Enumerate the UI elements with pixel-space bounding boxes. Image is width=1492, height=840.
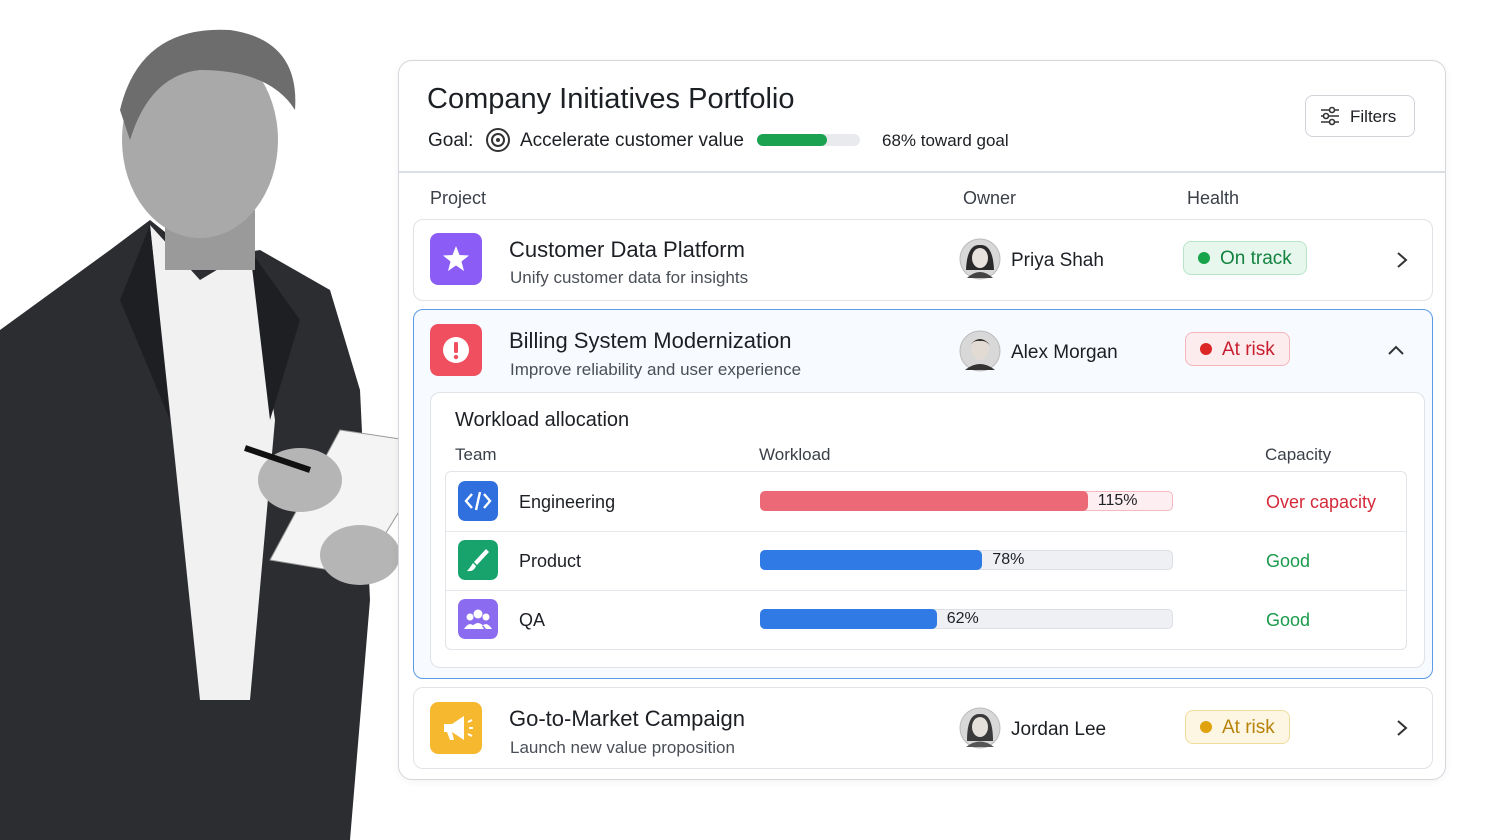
workload-label: 78% — [992, 551, 1025, 568]
team-icon — [458, 599, 498, 639]
workload-label: 115% — [1097, 492, 1138, 509]
chevron-right[interactable] — [1394, 718, 1410, 738]
chevron-up[interactable] — [1386, 342, 1406, 358]
divider — [399, 171, 1445, 173]
owner-name: Jordan Lee — [1011, 719, 1107, 740]
workload-bar — [760, 550, 983, 570]
capacity-status: Good — [1266, 551, 1311, 571]
project-icon — [430, 702, 482, 754]
avatar — [959, 238, 1001, 280]
workload-column-header: Capacity — [1265, 445, 1332, 464]
project-description: Unify customer data for insights — [510, 268, 749, 287]
column-header: Owner — [963, 188, 1017, 208]
workload-label: 62% — [946, 610, 979, 627]
workload-panel: Workload allocation Team Workload Capaci… — [430, 392, 1425, 668]
goal-progress-track — [757, 134, 860, 146]
workload-row: Product 78% Good — [446, 531, 1406, 591]
project-row[interactable]: Customer Data Platform Unify customer da… — [413, 219, 1433, 301]
filters-label: Filters — [1350, 106, 1397, 126]
workload-track — [760, 609, 1173, 629]
health-label: At risk — [1222, 338, 1275, 360]
project-row[interactable]: Go-to-Market Campaign Launch new value p… — [413, 687, 1433, 769]
goal-label: Goal: — [428, 130, 474, 151]
avatar — [959, 707, 1001, 749]
filters-button[interactable]: Filters — [1305, 95, 1415, 137]
goal-icon — [486, 128, 510, 152]
health-label: On track — [1220, 247, 1292, 269]
project-row-expanded[interactable]: Billing System Modernization Improve rel… — [413, 309, 1433, 679]
workload-track — [760, 491, 1173, 511]
capacity-status: Over capacity — [1266, 492, 1377, 512]
workload-bar — [760, 609, 937, 629]
workload-bar — [760, 491, 1088, 511]
health-label: At risk — [1222, 716, 1275, 738]
owner-name: Priya Shah — [1011, 250, 1104, 271]
workload-column-header: Workload — [759, 445, 831, 464]
workload-row: QA 62% Good — [446, 590, 1406, 649]
project-description: Launch new value proposition — [510, 738, 735, 757]
goal-progress-label: 68% toward goal — [882, 131, 1009, 150]
team-name: Engineering — [519, 492, 616, 512]
project-icon — [430, 324, 482, 376]
column-header: Health — [1187, 188, 1240, 208]
chevron-right[interactable] — [1394, 250, 1410, 270]
owner-name: Alex Morgan — [1011, 342, 1118, 363]
workload-track — [760, 550, 1173, 570]
health-badge: At risk — [1185, 710, 1290, 744]
workload-row: Engineering 115% Over capacity — [446, 472, 1406, 532]
portfolio-card: Company Initiatives Portfolio Goal: Acce… — [398, 60, 1446, 780]
workload-column-header: Team — [455, 445, 497, 464]
health-badge: On track — [1183, 241, 1307, 275]
filters-icon — [1321, 106, 1339, 126]
project-description: Improve reliability and user experience — [510, 360, 802, 379]
team-name: QA — [519, 610, 546, 630]
project-name: Billing System Modernization — [509, 328, 792, 353]
column-header: Project — [430, 188, 487, 208]
project-name: Customer Data Platform — [509, 237, 745, 262]
title: Company Initiatives Portfolio — [427, 83, 795, 115]
project-name: Go-to-Market Campaign — [509, 706, 745, 731]
team-name: Product — [519, 551, 582, 571]
team-icon — [458, 481, 498, 521]
workload-table: Engineering 115% Over capacity Product 78% G… — [445, 471, 1407, 650]
goal-progress-fill — [757, 134, 828, 146]
capacity-status: Good — [1266, 610, 1311, 630]
avatar — [959, 330, 1001, 372]
team-icon — [458, 540, 498, 580]
health-badge: At risk — [1185, 332, 1290, 366]
workload-title: Workload allocation — [455, 409, 630, 431]
person-photo — [0, 29, 400, 840]
goal-text: Accelerate customer value — [520, 130, 744, 151]
project-icon — [430, 233, 482, 285]
